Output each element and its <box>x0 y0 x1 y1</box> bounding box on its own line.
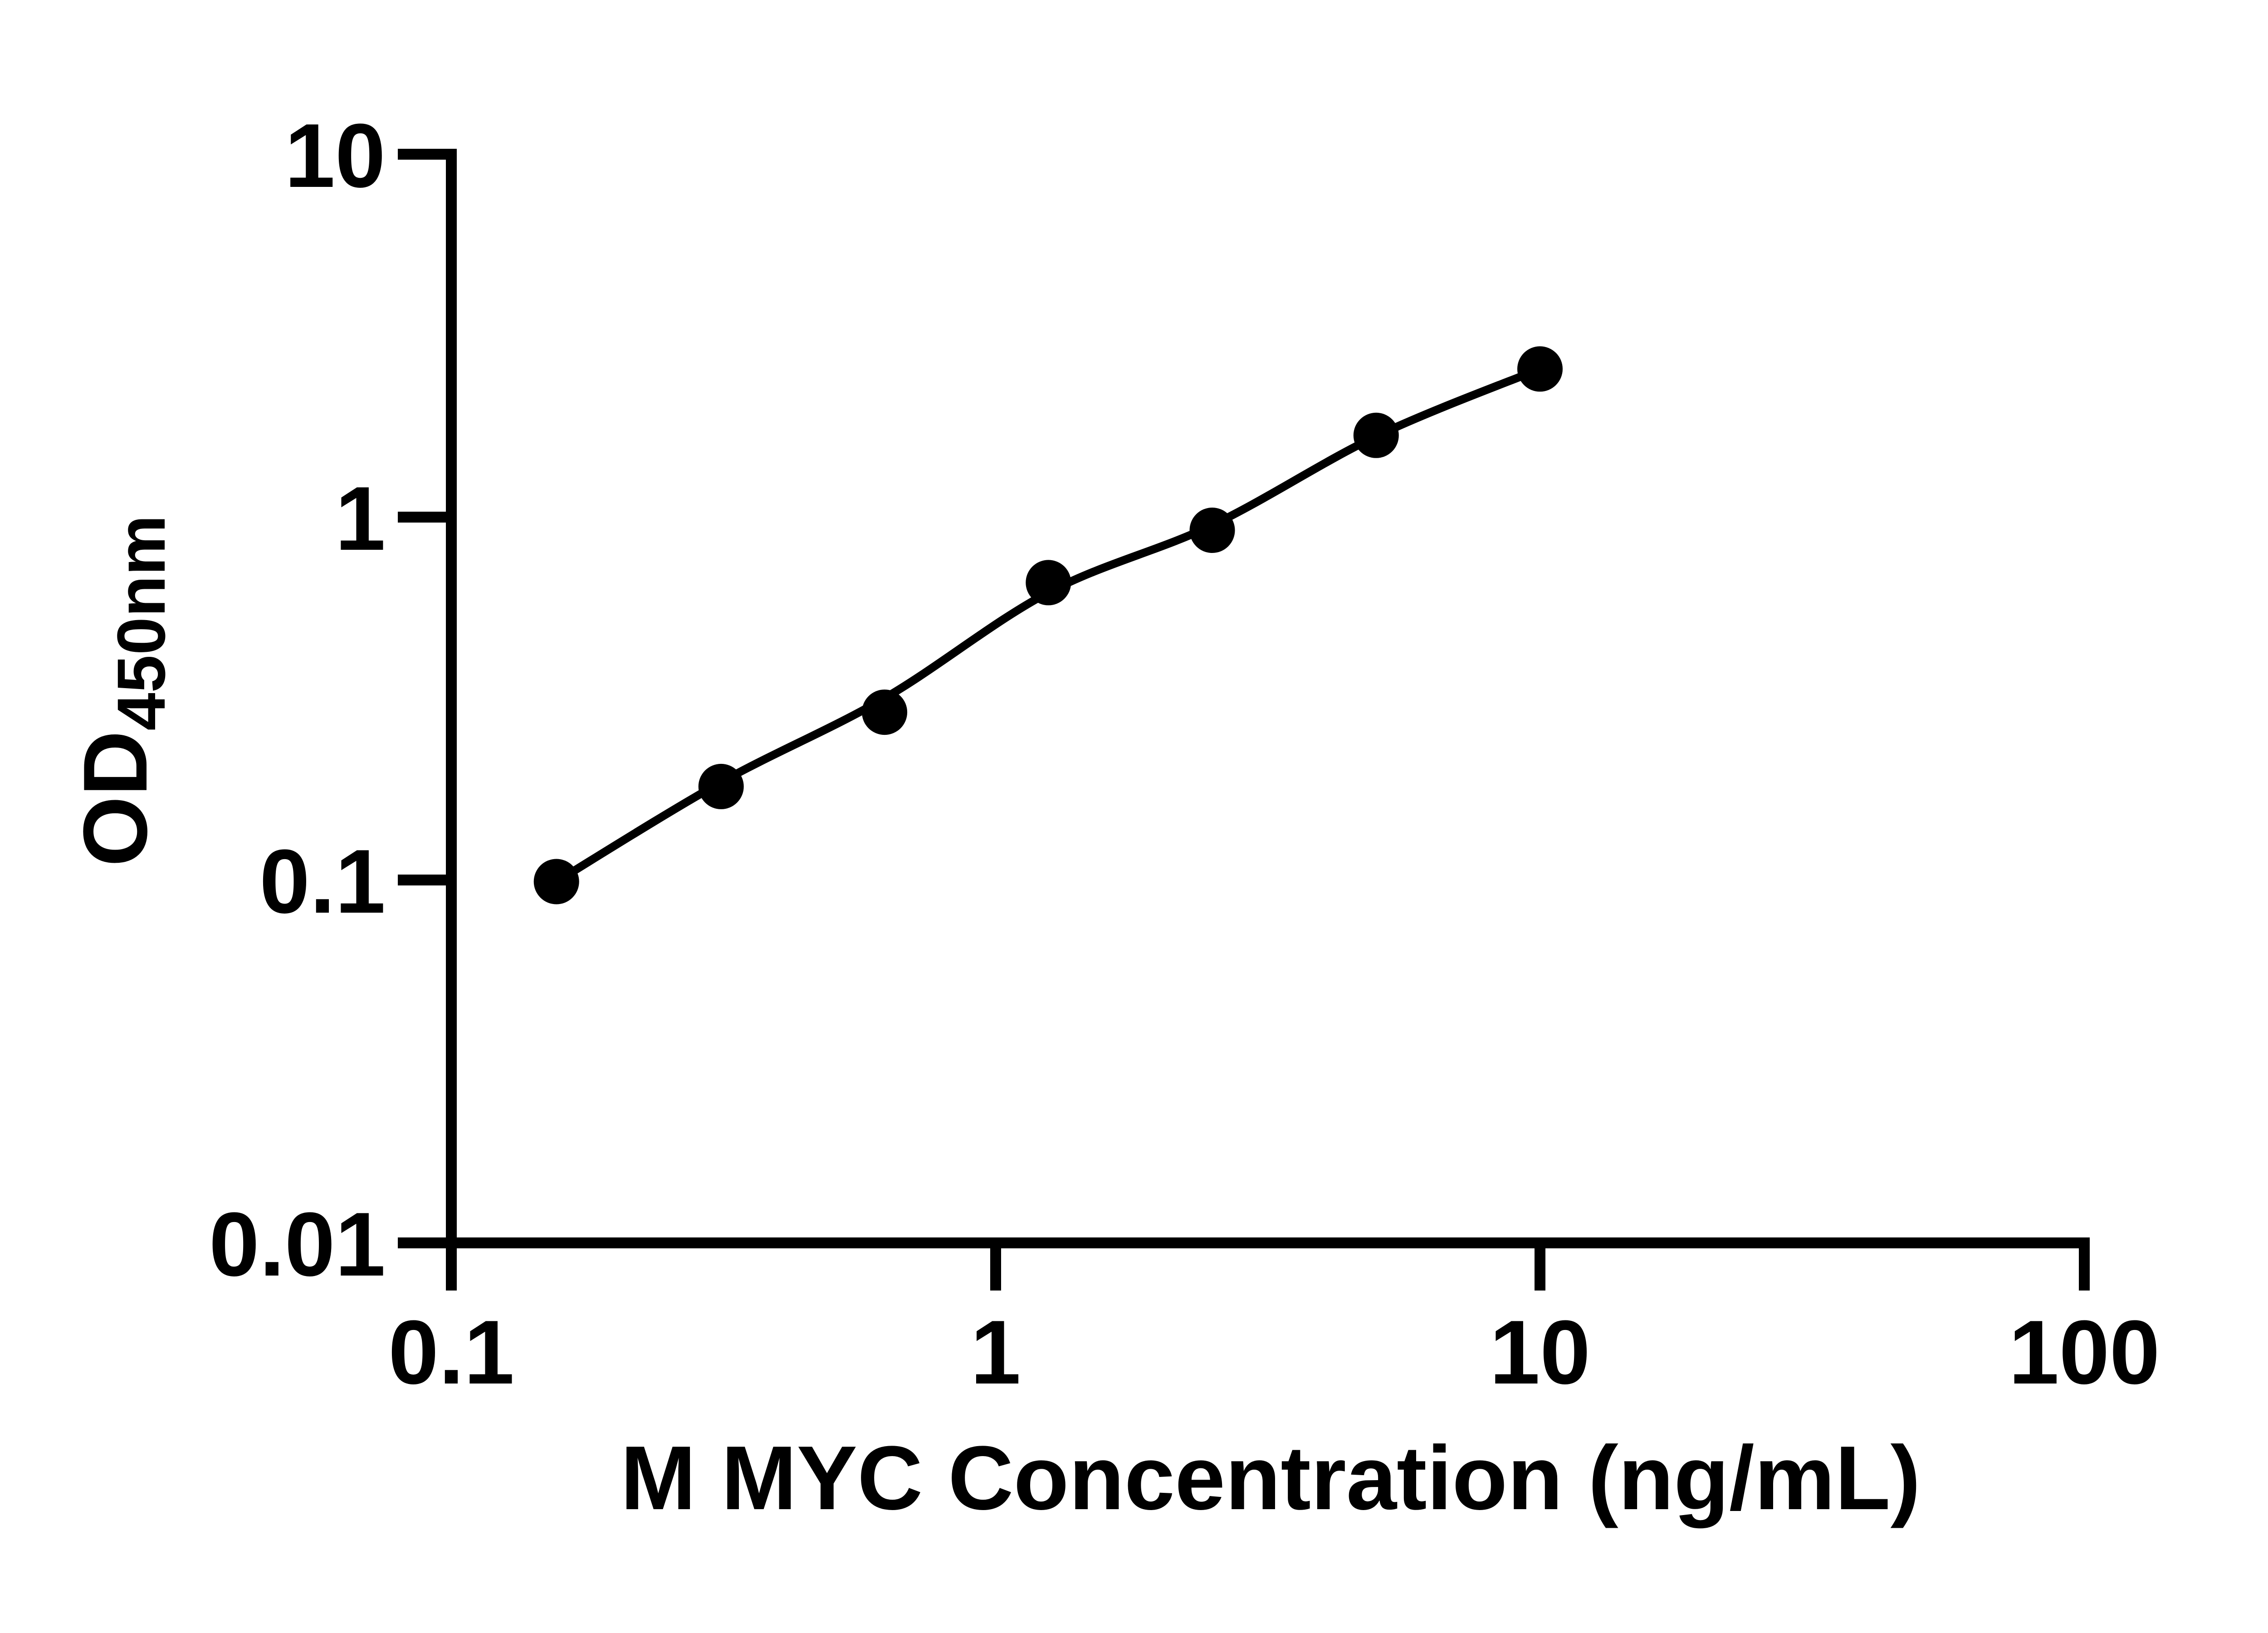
y-axis-title-subscript: 450nm <box>103 515 179 731</box>
y-tick-label: 0.1 <box>259 831 386 932</box>
data-point <box>1026 560 1071 606</box>
x-tick-label: 1 <box>970 1302 1021 1403</box>
x-axis-title: M MYC Concentration (ng/mL) <box>620 1428 1921 1529</box>
y-tick-label: 10 <box>285 105 386 206</box>
x-tick-label: 100 <box>2009 1302 2160 1403</box>
data-point <box>698 763 744 809</box>
y-tick-label: 0.01 <box>209 1194 386 1295</box>
y-tick-label: 1 <box>335 468 386 569</box>
data-point <box>533 859 579 905</box>
data-point <box>1517 346 1563 392</box>
data-point <box>1189 508 1235 553</box>
data-point <box>862 689 908 735</box>
x-tick-label: 0.1 <box>388 1302 514 1403</box>
y-axis-title-main: OD <box>65 730 166 867</box>
x-tick-label: 10 <box>1490 1302 1590 1403</box>
y-axis-title: OD450nm <box>61 515 196 866</box>
data-point <box>1353 412 1399 458</box>
